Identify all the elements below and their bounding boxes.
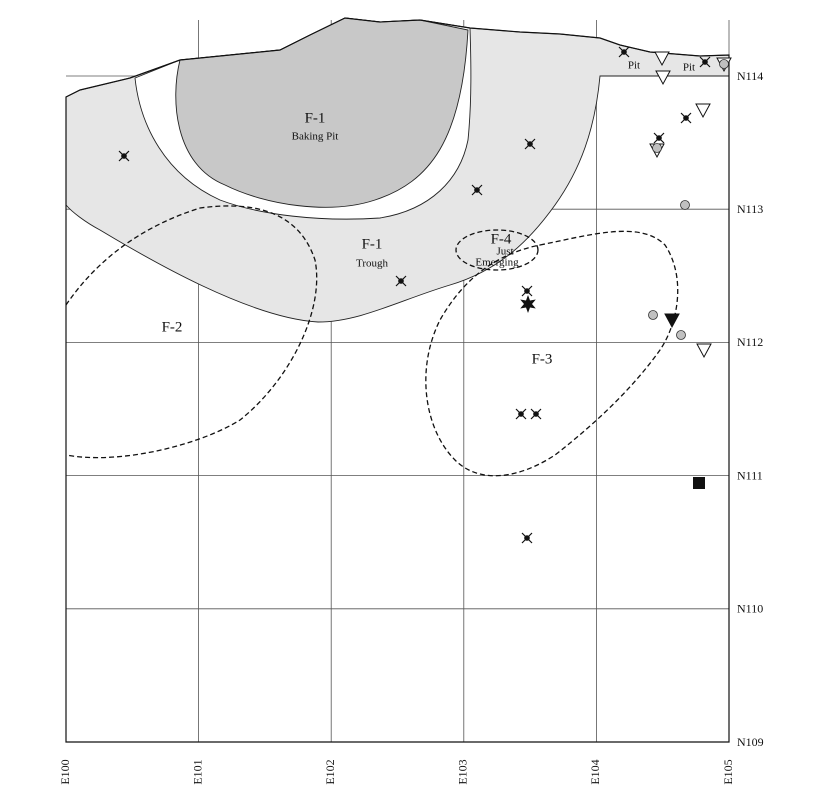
x-marker-dot — [121, 153, 127, 159]
gray-circle — [648, 310, 658, 320]
easting-label: E101 — [190, 759, 204, 784]
x-marker-dot — [702, 59, 708, 65]
gray-circle — [719, 59, 729, 69]
feature-name: F-1 — [305, 110, 326, 126]
pit-label: Pit — [628, 60, 640, 72]
open-triangle — [696, 343, 712, 359]
x-marker-dot — [518, 411, 524, 417]
northing-label: N110 — [737, 602, 763, 616]
feature-name: F-4 — [491, 231, 512, 247]
x-marker-dot — [527, 141, 533, 147]
feature-label: Emerging — [475, 257, 519, 269]
artifact-symbols — [118, 46, 732, 544]
northing-label: N112 — [737, 335, 763, 349]
northing-label: N114 — [737, 69, 763, 83]
feature-label: Trough — [356, 258, 388, 270]
gray-circle — [676, 330, 686, 340]
feature-name: F-1 — [362, 236, 383, 252]
open-triangle — [654, 51, 670, 67]
x-marker-dot — [683, 115, 689, 121]
x-marker-dot — [533, 411, 539, 417]
x-marker-dot — [398, 278, 404, 284]
x-marker-dot — [621, 49, 627, 55]
baking-pit — [175, 17, 469, 208]
northing-label: N111 — [737, 468, 763, 482]
f4-outline — [455, 229, 539, 271]
pit-label: Pit — [683, 62, 695, 74]
filled-triangle — [664, 313, 680, 329]
easting-label: E102 — [323, 759, 337, 784]
easting-label: E100 — [58, 759, 72, 784]
northing-label: N109 — [737, 735, 764, 749]
f3-outline — [425, 230, 679, 477]
easting-label: E103 — [456, 759, 470, 784]
open-triangle — [695, 103, 711, 119]
x-marker-dot — [656, 135, 662, 141]
x-marker-dot — [524, 535, 530, 541]
star-marker — [520, 295, 536, 313]
feature-name: F-3 — [532, 351, 553, 367]
feature-name: F-2 — [162, 319, 183, 335]
easting-label: E104 — [588, 759, 602, 784]
x-marker-dot — [524, 288, 530, 294]
gray-circle — [680, 200, 690, 210]
feature-label: Just — [496, 246, 513, 258]
square-marker — [693, 477, 705, 489]
ground-profile — [65, 17, 730, 743]
northing-label: N113 — [737, 202, 763, 216]
x-marker-dot — [474, 187, 480, 193]
feature-label: Baking Pit — [292, 131, 339, 143]
f2-outline — [65, 205, 318, 459]
open-triangle — [655, 70, 671, 86]
easting-label: E105 — [721, 759, 735, 784]
gray-circle — [652, 143, 662, 153]
